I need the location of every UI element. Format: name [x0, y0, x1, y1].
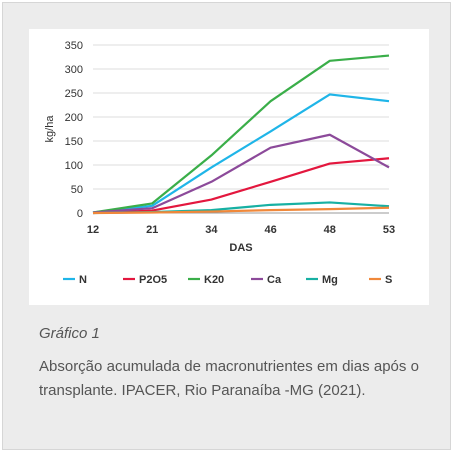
y-tick-label-200: 200 — [65, 112, 83, 124]
x-tick-label-48: 48 — [324, 224, 336, 236]
legend-label-n: N — [79, 274, 87, 286]
legend-label-ca: Ca — [267, 274, 282, 286]
x-tick-label-12: 12 — [87, 224, 99, 236]
y-tick-label-0: 0 — [77, 208, 83, 220]
x-tick-label-46: 46 — [264, 224, 276, 236]
x-axis-title: DAS — [229, 242, 252, 254]
y-axis-title: kg/ha — [44, 115, 56, 143]
y-tick-label-100: 100 — [65, 160, 83, 172]
figure-caption-text: Absorção acumulada de macronutrientes em… — [39, 358, 419, 399]
series-line-n — [92, 93, 390, 214]
line-chart: 0 50 100 150 200 250 300 350 12 21 34 46 48 53 DAS kg/h… — [44, 40, 395, 286]
legend-label-mg: Mg — [322, 274, 338, 286]
x-tick-label-34: 34 — [205, 224, 218, 236]
series-line-p2o5 — [92, 157, 390, 215]
legend-label-s: S — [385, 274, 392, 286]
series-line-s — [92, 206, 390, 215]
y-tick-label-300: 300 — [65, 64, 83, 76]
chart-area: 0 50 100 150 200 250 300 350 12 21 34 46 48 53 DAS kg/h… — [29, 29, 429, 305]
y-tick-label-350: 350 — [65, 40, 83, 52]
figure-caption-title: Gráfico 1 — [39, 325, 100, 342]
x-tick-label-53: 53 — [383, 224, 395, 236]
series-line-k20 — [92, 54, 390, 214]
y-tick-label-250: 250 — [65, 88, 83, 100]
y-tick-label-50: 50 — [71, 184, 83, 196]
y-tick-label-150: 150 — [65, 136, 83, 148]
legend-label-k20: K20 — [204, 274, 224, 286]
legend-label-p2o5: P2O5 — [139, 274, 167, 286]
series-line-ca — [92, 133, 390, 214]
x-tick-label-21: 21 — [146, 224, 158, 236]
